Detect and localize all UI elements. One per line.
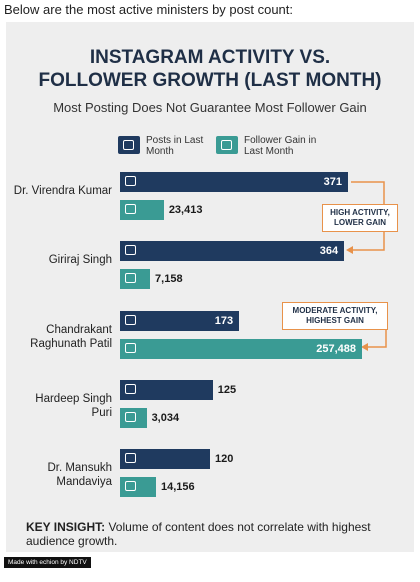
bar-icon: [125, 273, 136, 284]
bar-icon: [125, 481, 136, 492]
legend-swatch: [118, 136, 140, 154]
footer: Made with echion by NDTV: [4, 557, 91, 568]
bar: [120, 172, 348, 192]
value-label: 364: [319, 245, 339, 258]
legend-label: Follower Gain in Last Month: [244, 135, 317, 157]
annotation: MODERATE ACTIVITY, HIGHEST GAIN: [282, 302, 388, 330]
connector: [351, 181, 385, 204]
bar: [120, 449, 210, 470]
bar: [120, 379, 213, 400]
annotation: HIGH ACTIVITY, LOWER GAIN: [322, 204, 398, 232]
category-label: Chandrakant Raghunath Patil: [30, 323, 112, 350]
bar: [120, 310, 240, 331]
insight-text: Volume of content does not correlate wit…: [26, 520, 371, 548]
bar: [120, 477, 156, 498]
bar-icon: [125, 245, 136, 256]
category-label: Dr. Mansukh Mandaviya: [47, 462, 112, 489]
value-label: 257,488: [316, 342, 356, 355]
caption: Below are the most active ministers by p…: [4, 2, 294, 17]
bar: [120, 338, 362, 359]
arrow-head: [361, 343, 368, 351]
legend-swatch: [216, 136, 238, 154]
bar: [120, 407, 147, 428]
category-label: Dr. Virendra Kumar: [13, 185, 112, 197]
bar-icon: [125, 314, 136, 325]
chart-subtitle: Most Posting Does Not Guarantee Most Fol…: [53, 100, 367, 115]
value-label: 120: [214, 453, 234, 466]
value-label: 14,156: [160, 481, 195, 494]
title-line: INSTAGRAM ACTIVITY VS.: [89, 47, 331, 68]
category-label: Giriraj Singh: [48, 254, 112, 267]
connector: [351, 232, 385, 251]
title-line: FOLLOWER GROWTH (LAST MONTH): [38, 70, 382, 91]
value-label: 371: [323, 176, 342, 188]
category-label: Hardeep Singh Puri: [35, 392, 112, 419]
legend-icon: [221, 140, 232, 150]
chart-title: INSTAGRAM ACTIVITY VS. FOLLOWER GROWTH (…: [6, 46, 414, 92]
arrow-head: [346, 246, 353, 254]
bar-icon: [125, 411, 136, 422]
bar: [120, 241, 345, 262]
value-label: 7,158: [155, 273, 183, 286]
bar-icon: [125, 453, 136, 464]
bar-icon: [125, 383, 136, 394]
bar: [120, 269, 151, 290]
connectors: [346, 181, 387, 351]
infographic-card: INSTAGRAM ACTIVITY VS. FOLLOWER GROWTH (…: [6, 22, 414, 552]
value-label: 3,034: [151, 411, 180, 424]
value-label: 125: [217, 383, 237, 396]
value-label: 23,413: [168, 204, 203, 216]
key-insight: KEY INSIGHT: Volume of content does not …: [26, 520, 396, 548]
bar-icon: [125, 342, 136, 353]
bar-icon: [125, 204, 136, 214]
bar: [120, 200, 164, 220]
insight-label: KEY INSIGHT:: [26, 520, 106, 534]
bar-icon: [125, 176, 136, 186]
legend-icon: [123, 140, 134, 150]
value-label: 173: [214, 314, 234, 327]
legend-label: Posts in Last Month: [146, 135, 204, 157]
